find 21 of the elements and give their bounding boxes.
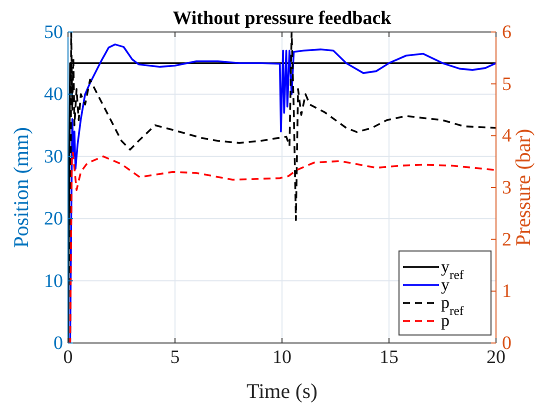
y2-tick-label: 1 xyxy=(502,281,512,302)
line-series xyxy=(68,152,495,343)
y2-tick-label: 3 xyxy=(502,178,512,198)
x-tick-label: 10 xyxy=(272,347,292,368)
y-tick-label: 20 xyxy=(44,208,63,230)
x-tick-label: 15 xyxy=(380,347,398,368)
y-tick-label: 40 xyxy=(44,84,63,106)
y2-tick-label: 6 xyxy=(502,22,512,43)
y2-tick-label: 4 xyxy=(502,126,512,147)
x-axis-title: Time (s) xyxy=(246,379,318,403)
y-tick-label: 30 xyxy=(44,146,63,168)
y-tick-label: 50 xyxy=(44,22,63,43)
y-tick-label: 10 xyxy=(44,270,63,292)
y2-tick-label: 2 xyxy=(502,229,512,250)
x-tick-label: 5 xyxy=(170,347,180,368)
y-axis-title: Position (mm) xyxy=(9,127,33,248)
x-tick-label: 20 xyxy=(486,347,506,368)
chart-title: Without pressure feedback xyxy=(172,8,392,29)
y2-tick-label: 5 xyxy=(502,74,512,95)
y2-axis-title: Pressure (bar) xyxy=(511,128,535,246)
y-tick-label: 0 xyxy=(54,333,63,354)
